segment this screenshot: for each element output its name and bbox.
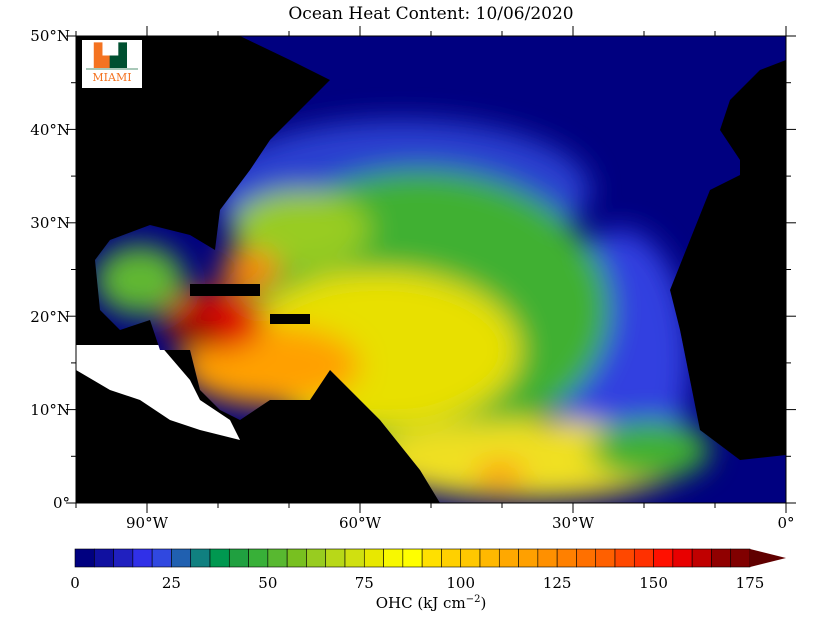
- colorbar-tick-label: 175: [736, 574, 765, 592]
- colorbar-cell: [267, 548, 288, 568]
- colorbar-cell: [498, 548, 519, 568]
- colorbar-cell: [460, 548, 481, 568]
- lat-label: 20°N: [30, 308, 70, 326]
- lat-label: 50°N: [30, 27, 70, 45]
- colorbar-cell: [441, 548, 462, 568]
- colorbar-cell: [151, 548, 172, 568]
- colorbar-cell: [633, 548, 654, 568]
- colorbar-cell: [576, 548, 597, 568]
- colorbar-cell: [228, 548, 249, 568]
- colorbar-cell: [113, 548, 134, 568]
- lon-label: 90°W: [126, 514, 169, 532]
- ocean-heat-field: [95, 36, 786, 503]
- colorbar-cell: [421, 548, 442, 568]
- colorbar-cell: [344, 548, 365, 568]
- colorbar-tick-label: 25: [162, 574, 181, 592]
- colorbar-cell: [363, 548, 384, 568]
- colorbar-cell: [556, 548, 577, 568]
- colorbar-cell: [614, 548, 635, 568]
- logo-text: MIAMI: [92, 71, 132, 84]
- colorbar-cell: [730, 548, 751, 568]
- colorbar-cell: [383, 548, 404, 568]
- lon-label: 0°: [777, 514, 794, 532]
- lat-label: 0°: [53, 494, 70, 512]
- lon-label: 30°W: [552, 514, 595, 532]
- colorbar-cell: [286, 548, 307, 568]
- colorbar-label-close: ): [480, 594, 487, 612]
- colorbar-cell: [325, 548, 346, 568]
- colorbar-label-exponent: −2: [465, 594, 481, 605]
- colorbar-cell: [595, 548, 616, 568]
- colorbar-tick-label: 50: [258, 574, 277, 592]
- colorbar: [74, 548, 786, 568]
- colorbar-tick-label: 0: [70, 574, 80, 592]
- colorbar-cell: [537, 548, 558, 568]
- colorbar-cell: [402, 548, 423, 568]
- colorbar-tick-label: 100: [446, 574, 475, 592]
- colorbar-cell: [518, 548, 539, 568]
- map-title: Ocean Heat Content: 10/06/2020: [288, 4, 574, 24]
- colorbar-cell: [190, 548, 211, 568]
- lat-label: 40°N: [30, 121, 70, 139]
- colorbar-ticks: 0 25 50 75 100 125 150 175: [70, 574, 764, 592]
- colorbar-cell: [711, 548, 732, 568]
- colorbar-cell: [691, 548, 712, 568]
- colorbar-cell: [653, 548, 674, 568]
- no-data-mexico: [76, 345, 240, 440]
- colorbar-cell: [479, 548, 500, 568]
- colorbar-cell: [93, 548, 114, 568]
- colorbar-tick-label: 125: [543, 574, 572, 592]
- colorbar-cell: [132, 548, 153, 568]
- lat-label: 30°N: [30, 214, 70, 232]
- colorbar-tick-label: 150: [639, 574, 668, 592]
- colorbar-label: OHC (kJ cm−2): [0, 594, 824, 612]
- lon-label: 60°W: [339, 514, 382, 532]
- colorbar-label-text: OHC (kJ cm: [375, 594, 466, 612]
- colorbar-cell: [306, 548, 327, 568]
- cuba: [190, 284, 260, 296]
- hispaniola: [270, 314, 310, 324]
- colorbar-tick-label: 75: [355, 574, 374, 592]
- axis-ticks: [66, 26, 796, 513]
- colorbar-cell: [171, 548, 192, 568]
- university-of-miami-logo: ▙▟ MIAMI: [82, 40, 142, 88]
- lat-label: 10°N: [30, 401, 70, 419]
- logo-u-mark: ▙▟: [94, 44, 127, 69]
- colorbar-cell: [209, 548, 230, 568]
- colorbar-overflow-arrow: [750, 549, 786, 567]
- colorbar-cell: [248, 548, 269, 568]
- colorbar-cell: [74, 548, 95, 568]
- colorbar-cell: [672, 548, 693, 568]
